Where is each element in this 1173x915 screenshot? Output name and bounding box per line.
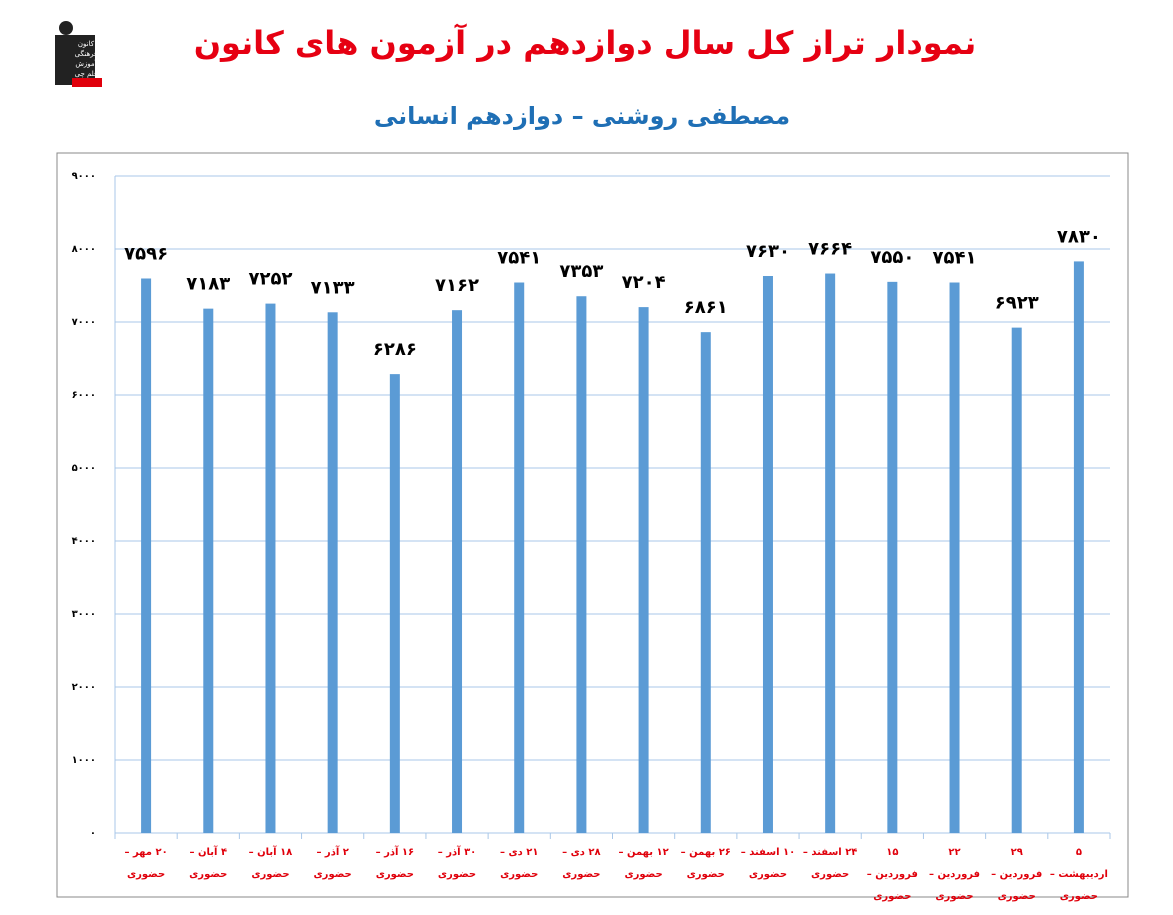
logo-text: آموزش <box>75 59 97 68</box>
data-label: ۷۵۵۰ <box>870 247 914 268</box>
data-label: ۷۳۵۳ <box>559 261 603 282</box>
y-tick-label: ۷۰۰۰ <box>72 317 96 328</box>
bar <box>1073 261 1084 833</box>
x-tick-label: ۲۰ مهر – حضوری <box>124 847 168 880</box>
x-tick-label: ۲ آذر – حضوری <box>313 847 352 880</box>
logo <box>55 21 102 87</box>
data-label: ۷۵۴۱ <box>933 248 977 269</box>
bar <box>576 296 587 834</box>
bar <box>700 332 711 833</box>
x-tick-label: ۱۲ بهمن – حضوری <box>618 847 669 880</box>
x-tick-label: ۱۵ فروردین – حضوری <box>866 847 918 902</box>
data-label: ۷۸۳۰ <box>1057 226 1101 247</box>
bar <box>389 374 400 833</box>
data-label: ۷۱۸۳ <box>186 274 230 295</box>
chart-title: نمودار تراز کل سال دوازدهم در آزمون های … <box>194 23 977 62</box>
bar <box>762 276 773 833</box>
x-tick-label: ۱۰ اسفند – حضوری <box>740 847 796 880</box>
bar <box>265 303 276 833</box>
logo-text: کانون <box>78 40 95 48</box>
data-label: ۶۸۶۱ <box>684 297 728 318</box>
data-label: ۶۹۲۳ <box>995 293 1039 314</box>
y-tick-label: ۹۰۰۰ <box>72 171 96 182</box>
y-tick-label: ۵۰۰۰ <box>72 463 96 474</box>
bar <box>514 282 525 834</box>
y-tick-label: ۰ <box>90 828 96 839</box>
x-tick-label: ۲۴ اسفند – حضوری <box>802 847 858 880</box>
logo-text: فرهنگی <box>75 49 98 58</box>
x-tick-label: ۲۸ دی – حضوری <box>562 847 601 880</box>
chart-frame <box>56 152 1129 898</box>
data-label: ۷۲۵۲ <box>248 269 292 290</box>
data-label: ۷۵۹۶ <box>124 243 168 264</box>
x-tick-label: ۱۸ آبان – حضوری <box>248 847 293 880</box>
x-tick-label: ۲۹ فروردین – حضوری <box>991 847 1043 902</box>
chart-subtitle: مصطفی روشنی – دوازدهم انسانی <box>374 102 790 130</box>
logo-figure <box>55 35 95 85</box>
x-tick-label: ۵ اردیبهشت – حضوری <box>1049 847 1108 902</box>
bar <box>452 310 463 833</box>
data-label: ۷۱۳۳ <box>311 277 355 298</box>
bar <box>1011 327 1022 833</box>
x-tick-label: ۲۶ بهمن – حضوری <box>680 847 731 880</box>
bar <box>141 278 152 833</box>
y-tick-label: ۲۰۰۰ <box>72 682 96 693</box>
y-tick-label: ۶۰۰۰ <box>72 390 96 401</box>
bar <box>638 307 649 833</box>
data-label: ۶۲۸۶ <box>373 339 417 360</box>
data-label: ۷۶۶۴ <box>808 239 852 260</box>
data-label: ۷۲۰۴ <box>622 272 666 293</box>
x-tick-label: ۲۲ فروردین – حضوری <box>928 847 981 902</box>
data-label: ۷۶۳۰ <box>746 241 790 262</box>
x-tick-label: ۳۰ آذر – حضوری <box>437 847 477 880</box>
x-tick-label: ۴ آبان – حضوری <box>189 847 228 880</box>
bar <box>327 312 338 833</box>
x-tick-label: ۲۱ دی – حضوری <box>499 847 539 880</box>
bar <box>825 273 836 833</box>
logo-head <box>59 21 73 35</box>
bar <box>203 308 214 833</box>
y-tick-label: ۴۰۰۰ <box>72 536 96 547</box>
x-tick-label: ۱۶ آذر – حضوری <box>375 847 415 880</box>
bar <box>887 281 898 834</box>
bar <box>949 282 960 834</box>
data-label: ۷۱۶۲ <box>435 275 479 296</box>
logo-band <box>72 78 102 87</box>
y-tick-label: ۸۰۰۰ <box>72 244 96 255</box>
data-label: ۷۵۴۱ <box>497 248 541 269</box>
y-tick-label: ۳۰۰۰ <box>72 609 96 620</box>
y-tick-label: ۱۰۰۰ <box>72 755 96 766</box>
logo-text: قلم چی <box>75 70 98 78</box>
